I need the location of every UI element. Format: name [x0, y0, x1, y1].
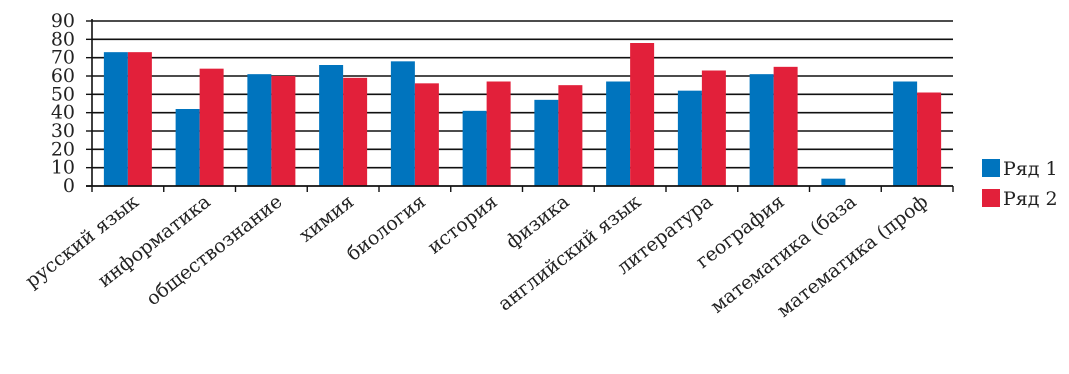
- bars: [103, 43, 942, 187]
- y-tick-label: 80: [51, 28, 75, 50]
- bar-2: [486, 81, 511, 186]
- bar-2: [558, 85, 583, 186]
- bar-1: [462, 110, 487, 186]
- bar-2: [199, 68, 224, 186]
- y-tick-label: 10: [51, 157, 75, 179]
- bar-1: [821, 178, 846, 186]
- bar-2: [127, 52, 152, 186]
- y-tick-label: 40: [51, 102, 75, 124]
- bar-2: [917, 92, 942, 186]
- y-tick-label: 30: [51, 120, 75, 142]
- bar-1: [390, 61, 415, 187]
- x-category-label: химия: [295, 191, 358, 247]
- bar-1: [749, 74, 774, 186]
- gridlines: [92, 20, 953, 169]
- bar-2: [343, 77, 368, 186]
- bar-2: [414, 83, 439, 186]
- bar-2: [701, 70, 726, 186]
- y-tick-label: 20: [51, 138, 75, 160]
- bar-1: [319, 65, 344, 186]
- bar-2: [773, 66, 798, 186]
- y-tick-label: 50: [51, 83, 75, 105]
- x-category-label: история: [423, 191, 501, 259]
- legend-swatch: [982, 159, 1000, 177]
- x-category-label: обществознание: [142, 191, 286, 311]
- y-tick-label: 60: [51, 65, 75, 87]
- y-tick-label: 70: [51, 47, 75, 69]
- bar-1: [103, 52, 128, 186]
- legend: Ряд 1 Ряд 2: [982, 158, 1058, 210]
- bar-1: [247, 74, 272, 186]
- bar-1: [534, 99, 559, 186]
- bar-1: [175, 109, 200, 186]
- bar-1: [677, 90, 702, 186]
- legend-swatch: [982, 189, 1000, 207]
- y-tick-label: 90: [51, 10, 75, 32]
- bar-1: [606, 81, 631, 186]
- legend-label: Ряд 2: [1003, 188, 1058, 210]
- axes: [86, 19, 954, 192]
- x-category-label: биология: [343, 191, 430, 266]
- bar-2: [630, 43, 655, 186]
- bar-2: [271, 76, 296, 186]
- y-tick-label: 0: [63, 175, 75, 197]
- bar-1: [893, 81, 918, 186]
- legend-label: Ряд 1: [1003, 158, 1058, 180]
